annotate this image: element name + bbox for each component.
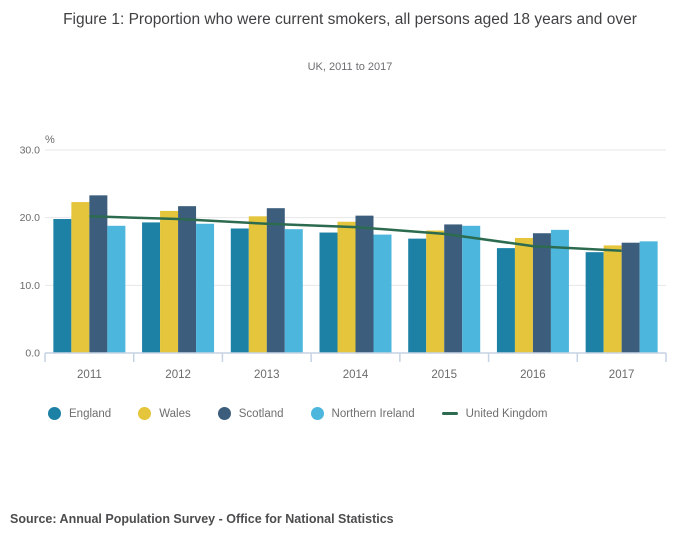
bar: [444, 224, 463, 353]
bar: [160, 210, 179, 353]
y-tick-label: 10.0: [20, 280, 41, 292]
y-tick-label: 30.0: [20, 145, 41, 157]
legend-line-swatch-united-kingdom: [441, 412, 458, 415]
bar: [550, 229, 569, 353]
bar: [639, 241, 658, 353]
bar: [603, 245, 622, 353]
bar: [408, 238, 427, 353]
bar-series-scotland: [89, 195, 640, 353]
bar: [142, 222, 161, 353]
bars-group: [53, 195, 658, 353]
legend-label: England: [69, 407, 112, 420]
bar: [266, 208, 285, 353]
y-tick-label: 0.0: [25, 348, 40, 360]
x-axis: [44, 352, 667, 362]
bar: [462, 225, 481, 353]
x-tick-label: 2016: [520, 369, 546, 381]
bar: [621, 242, 640, 353]
bar: [373, 234, 392, 353]
bar: [178, 206, 197, 353]
bar: [284, 229, 303, 353]
legend-label: Northern Ireland: [331, 407, 415, 420]
bar: [514, 237, 533, 353]
trend-line-united-kingdom: [89, 215, 622, 253]
x-tick-label: 2015: [431, 369, 457, 381]
bar-series-northern-ireland: [107, 223, 658, 353]
y-axis-unit-label: %: [45, 134, 55, 146]
bar-series-england: [53, 219, 604, 353]
legend-item-united-kingdom: United Kingdom: [441, 407, 548, 420]
x-tick-label: 2013: [254, 369, 280, 381]
bar: [496, 248, 515, 353]
bar: [71, 202, 90, 353]
legend-dot-swatch-northern-ireland: [310, 407, 324, 420]
y-tick-label: 20.0: [20, 212, 41, 224]
x-tick-label: 2011: [77, 369, 102, 381]
legend-item-scotland: Scotland: [217, 407, 284, 420]
y-axis-labels: 0.0 10.0 20.0 30.0: [20, 145, 41, 360]
legend-item-wales: Wales: [138, 407, 191, 420]
bar: [355, 215, 374, 353]
legend-item-england: England: [48, 407, 111, 420]
legend-dot-swatch-scotland: [217, 407, 231, 420]
legend-dot-swatch-england: [48, 407, 61, 420]
source-note: Source: Annual Population Survey - Offic…: [10, 512, 394, 526]
figure-title: Figure 1: Proportion who were current sm…: [63, 11, 637, 28]
legend-dot-swatch-wales: [138, 407, 152, 420]
bar: [585, 252, 604, 353]
legend-label: Scotland: [238, 407, 284, 420]
bar: [248, 216, 267, 353]
bar-series-wales: [71, 202, 622, 353]
legend-label: Wales: [159, 407, 191, 420]
bar: [426, 230, 445, 353]
bar: [319, 232, 338, 353]
legend-label: United Kingdom: [465, 407, 548, 420]
legend-item-northern-ireland: Northern Ireland: [310, 407, 415, 420]
bar: [532, 233, 551, 353]
chart-legend: England Wales Scotland Northern Ireland Unit…: [48, 407, 547, 420]
bar: [53, 219, 72, 353]
bar: [107, 225, 126, 353]
x-tick-label: 2012: [165, 369, 191, 381]
bar: [89, 195, 108, 353]
x-axis-labels: 2011 2012 2013 2014 2015 2016 2017: [77, 369, 634, 381]
smoking-prevalence-chart: 0.0 10.0 20.0 30.0% 2011 2012 2013 2014 2015 2016…: [20, 134, 667, 381]
x-tick-label: 2014: [343, 369, 369, 381]
bar: [337, 221, 356, 353]
figure-subtitle: UK, 2011 to 2017: [307, 61, 393, 73]
bar: [196, 223, 215, 353]
bar: [230, 228, 249, 353]
x-tick-label: 2017: [609, 369, 635, 381]
